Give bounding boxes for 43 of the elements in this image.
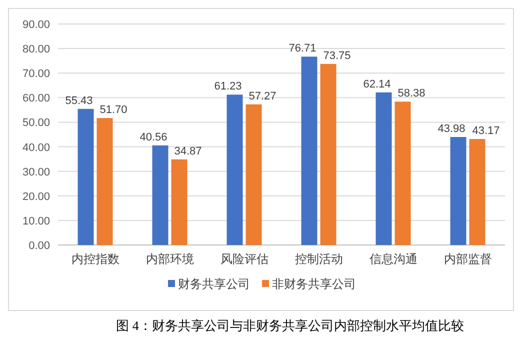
bar (171, 159, 188, 245)
y-tick-label: 90.00 (22, 19, 50, 31)
bar (469, 138, 486, 245)
y-tick-label: 70.00 (22, 68, 50, 80)
x-tick-label: 风险评估 (220, 252, 268, 266)
data-label: 55.43 (65, 94, 93, 107)
data-label: 43.98 (438, 123, 466, 136)
y-tick-label: 40.00 (22, 142, 50, 154)
bar (376, 92, 392, 245)
bar (96, 118, 113, 245)
y-tick-label: 0.00 (28, 240, 50, 252)
y-tick-label: 80.00 (22, 44, 50, 56)
data-label: 61.23 (214, 80, 242, 93)
bar (301, 56, 318, 245)
bar (394, 102, 411, 245)
bar (450, 137, 466, 245)
bar (78, 108, 94, 245)
legend-label: 财务共享公司 (178, 277, 250, 291)
bar (246, 104, 262, 245)
data-label: 51.70 (100, 104, 128, 116)
data-label: 73.75 (323, 50, 351, 62)
data-label: 34.87 (174, 145, 202, 158)
bar (320, 64, 336, 245)
x-tick-label: 内部监督 (444, 252, 492, 266)
x-tick-label: 控制活动 (294, 252, 343, 266)
y-tick-label: 30.00 (22, 166, 50, 178)
y-tick-label: 60.00 (22, 92, 50, 105)
legend-label: 非财务共享公司 (272, 277, 356, 291)
y-tick-label: 10.00 (22, 215, 50, 228)
data-label: 57.27 (248, 90, 276, 102)
data-label: 40.56 (140, 131, 168, 144)
x-tick-label: 内部环境 (146, 252, 194, 266)
y-tick-label: 50.00 (22, 117, 50, 130)
bar (152, 145, 168, 245)
bar (226, 94, 243, 245)
data-label: 76.71 (288, 42, 316, 55)
caption: 图 4：财务共享公司与非财务共享公司内部控制水平均值比较 (116, 318, 464, 333)
data-label: 58.38 (398, 88, 426, 100)
x-tick-label: 内控指数 (71, 252, 120, 266)
y-tick-label: 20.00 (22, 190, 50, 203)
data-label: 43.17 (472, 124, 500, 137)
data-label: 62.14 (363, 78, 391, 90)
x-tick-label: 信息沟通 (369, 252, 418, 266)
